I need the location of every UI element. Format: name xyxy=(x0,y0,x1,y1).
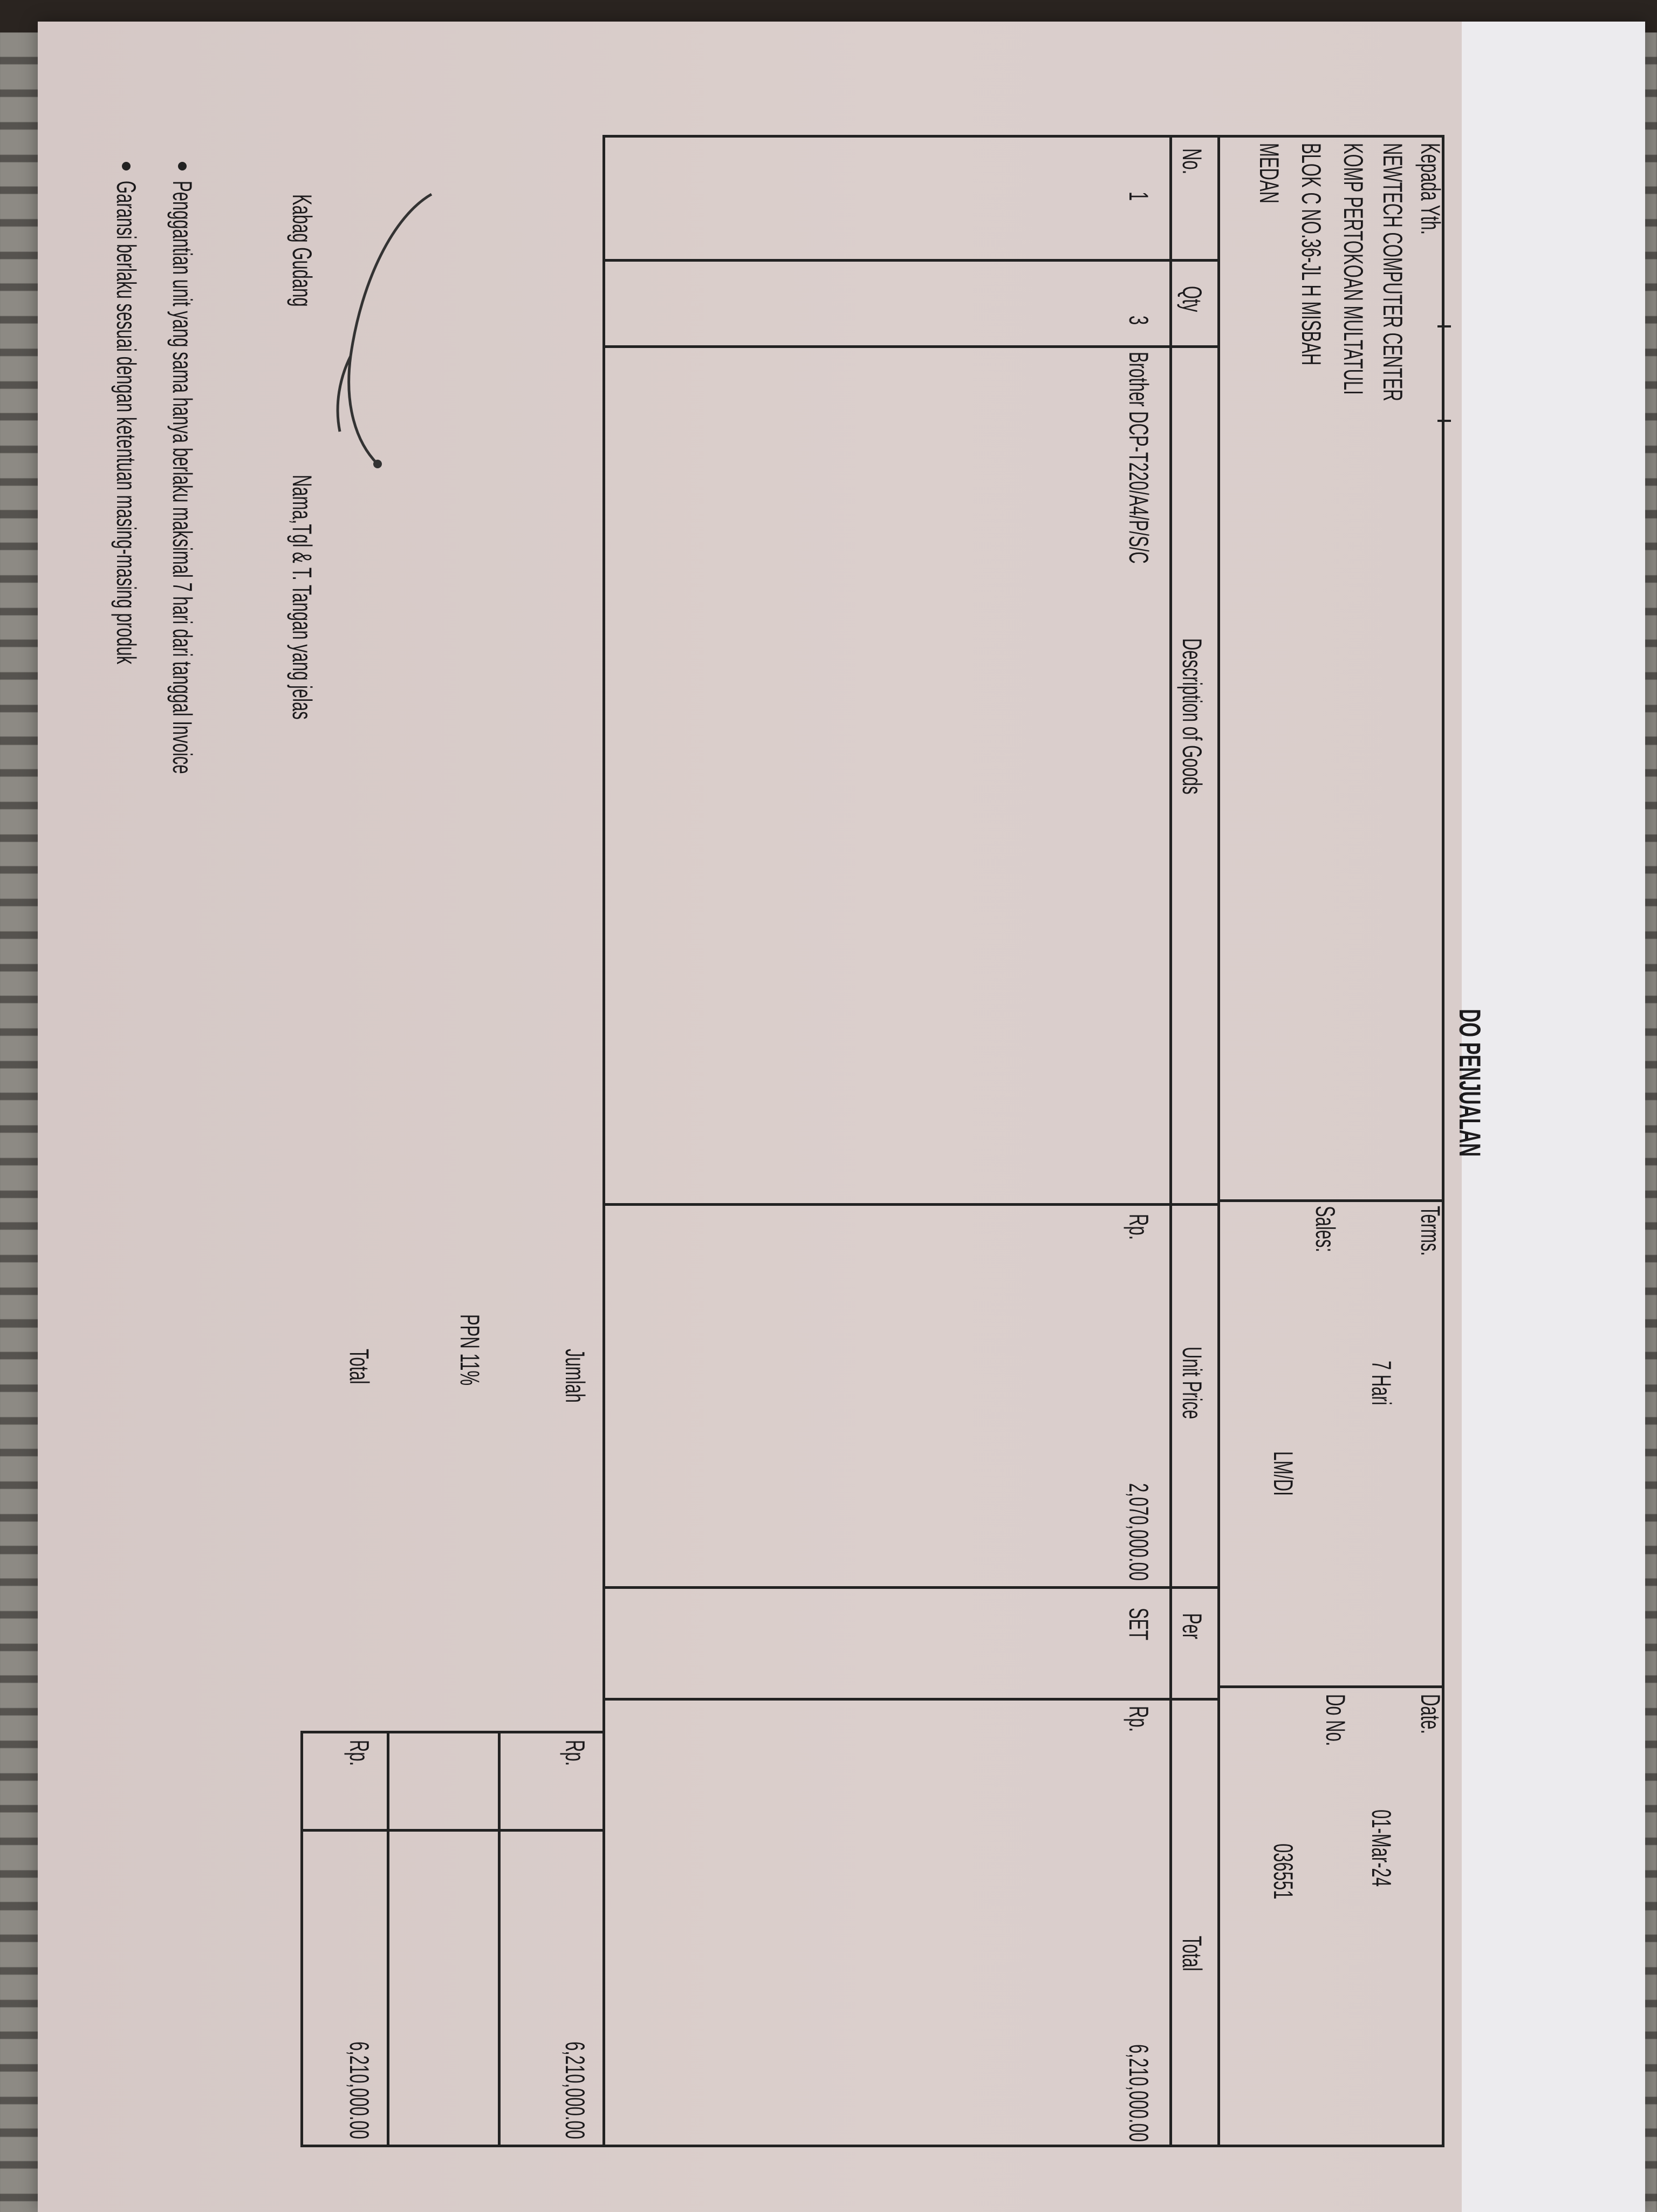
column-header-description: Description of Goods xyxy=(1177,638,1207,795)
divider xyxy=(1217,1199,1444,1202)
column-header-unit-price: Unit Price xyxy=(1177,1347,1207,1419)
jumlah-label: Jumlah xyxy=(560,1349,590,1403)
column-divider xyxy=(602,1698,1220,1701)
do-number-value: 036551 xyxy=(1268,1844,1298,1900)
terms-value: 7 Hari xyxy=(1366,1361,1396,1405)
total-currency: Rp. xyxy=(344,1740,374,1766)
jumlah-value: 6,210,000.00 xyxy=(560,2041,590,2139)
row-currency: Rp. xyxy=(1124,1214,1154,1240)
column-divider xyxy=(602,1203,1220,1206)
column-header-no: No. xyxy=(1177,148,1207,175)
sales-value: LM/DI xyxy=(1268,1451,1298,1496)
signature-instruction: Nama,Tgl & T. Tangan yang jelas xyxy=(287,475,317,720)
recipient-label: Kepada Yth. xyxy=(1415,143,1446,235)
row-description: Brother DCP-T220/A4/P/S/C xyxy=(1124,352,1154,564)
ppn-label: PPN 11% xyxy=(455,1314,485,1386)
bullet-icon xyxy=(122,162,131,170)
row-per: SET xyxy=(1124,1608,1154,1641)
recipient-city: MEDAN xyxy=(1254,143,1284,203)
signature-role: Kabag Gudang xyxy=(287,194,317,307)
date-label: Date. xyxy=(1415,1694,1446,1735)
column-divider xyxy=(602,1586,1220,1589)
date-value: 01-Mar-24 xyxy=(1366,1810,1396,1887)
row-unit-price: 2,070,000.00 xyxy=(1124,1483,1154,1581)
table-header-divider xyxy=(1169,135,1172,2147)
sales-label: Sales: xyxy=(1310,1206,1340,1253)
paper-sheet xyxy=(38,22,1645,2212)
header-box xyxy=(1217,135,1444,2147)
bullet-icon xyxy=(178,162,187,170)
jumlah-currency: Rp. xyxy=(560,1740,590,1766)
paper-tint xyxy=(38,22,1462,2212)
terms-label: Terms. xyxy=(1415,1206,1446,1256)
tick-marks xyxy=(1437,325,1451,422)
column-divider xyxy=(602,345,1220,348)
summary-column-divider xyxy=(300,1829,605,1832)
column-header-total: Total xyxy=(1177,1936,1207,1971)
row-total: 6,210,000.00 xyxy=(1124,2044,1154,2142)
row-total-currency: Rp. xyxy=(1124,1706,1154,1732)
column-header-per: Per xyxy=(1177,1613,1207,1640)
note-warranty: Garansi berlaku sesuai dengan ketentuan … xyxy=(111,181,141,665)
signature-scribble xyxy=(336,193,433,468)
delivery-order-document: DO PENJUALAN Kepada Yth. NEWTECH COMPUTE… xyxy=(43,54,1634,2201)
column-divider xyxy=(602,259,1220,262)
do-number-label: Do No. xyxy=(1320,1694,1351,1746)
document-title: DO PENJUALAN xyxy=(1453,1009,1487,1157)
row-no: 1 xyxy=(1124,192,1154,201)
column-header-qty: Qty xyxy=(1177,286,1207,312)
row-qty: 3 xyxy=(1124,316,1154,325)
recipient-address-line: KOMP PERTOKOAN MULTATULI xyxy=(1338,143,1368,395)
summary-divider xyxy=(498,1731,501,2147)
recipient-name: NEWTECH COMPUTER CENTER xyxy=(1378,143,1408,401)
recipient-address-line: BLOK C NO.36-JL H MISBAH xyxy=(1296,143,1326,366)
total-label: Total xyxy=(344,1349,374,1384)
note-replacement: Penggantian unit yang sama hanya berlaku… xyxy=(167,181,197,774)
summary-divider xyxy=(387,1731,389,2147)
divider xyxy=(1217,1685,1444,1688)
total-value: 6,210,000.00 xyxy=(344,2041,374,2139)
